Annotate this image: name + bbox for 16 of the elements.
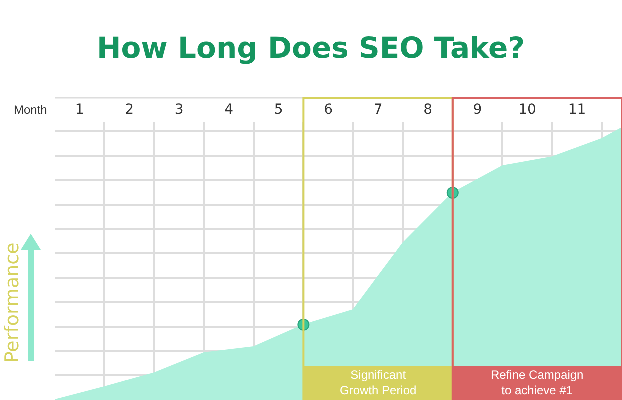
band-label: Refine Campaign to achieve #1 xyxy=(491,368,584,398)
x-tick-label: 1 xyxy=(75,102,84,118)
y-axis-title: Performance xyxy=(2,242,24,364)
band-label: Significant Growth Period xyxy=(340,368,417,398)
x-tick-label: 4 xyxy=(224,102,234,118)
x-tick-label: 10 xyxy=(518,102,536,118)
x-tick-label: 2 xyxy=(125,102,134,118)
x-tick-label: 8 xyxy=(424,102,432,118)
x-tick-label: 9 xyxy=(473,102,482,118)
chart-title: How Long Does SEO Take? xyxy=(96,31,526,66)
x-tick-label: 7 xyxy=(374,102,383,118)
x-tick-label: 11 xyxy=(568,102,586,118)
x-axis-title: Month xyxy=(14,103,48,117)
x-tick-label: 6 xyxy=(324,102,334,118)
x-tick-label: 5 xyxy=(274,102,284,118)
x-tick-label: 3 xyxy=(174,102,184,118)
